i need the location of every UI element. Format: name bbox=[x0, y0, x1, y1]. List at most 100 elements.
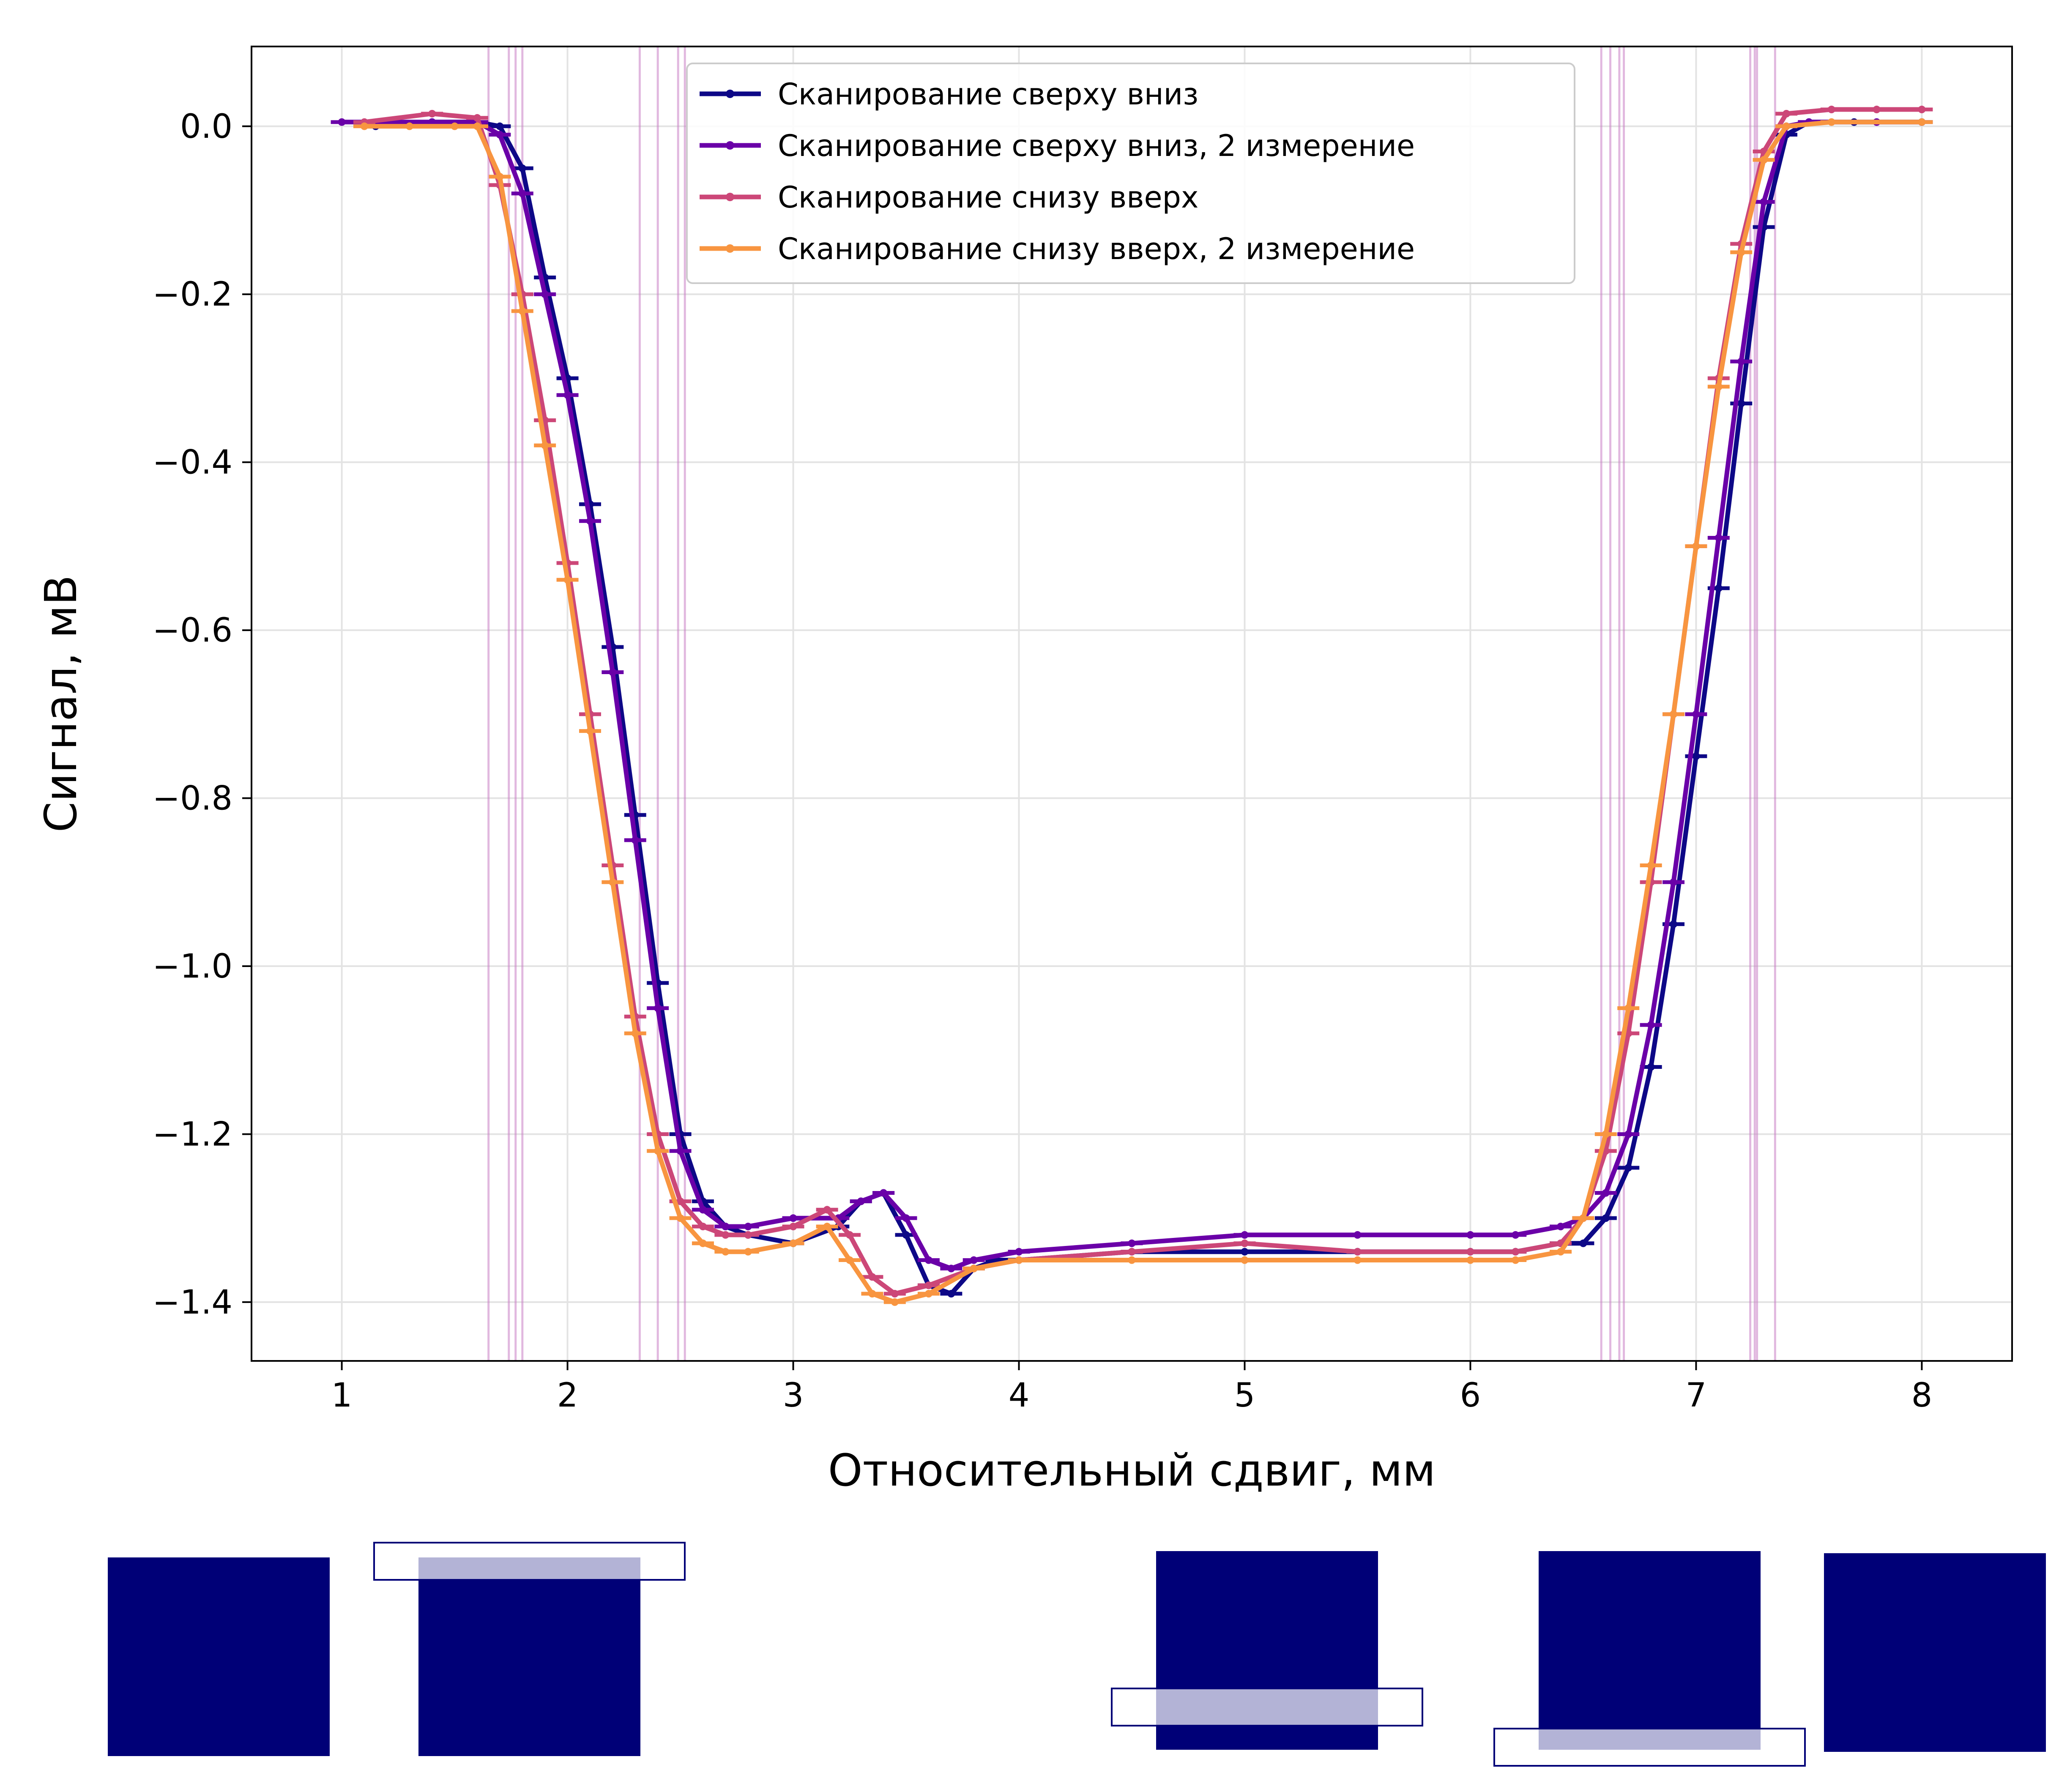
legend: Сканирование сверху вниз Сканирование све… bbox=[686, 63, 1575, 284]
data-point bbox=[722, 1248, 730, 1256]
y-tick-label: −1.4 bbox=[153, 1284, 232, 1322]
y-tick-label: −0.2 bbox=[153, 276, 232, 314]
data-point bbox=[1624, 1164, 1632, 1172]
data-point bbox=[789, 1214, 797, 1222]
data-point bbox=[1647, 1021, 1655, 1029]
x-tick-label: 2 bbox=[557, 1377, 578, 1415]
data-point bbox=[1692, 542, 1700, 550]
data-point bbox=[823, 1206, 831, 1214]
data-point bbox=[1512, 1256, 1520, 1264]
data-point bbox=[1015, 1248, 1023, 1256]
data-point bbox=[823, 1223, 831, 1231]
data-point bbox=[1602, 1130, 1610, 1138]
data-point bbox=[586, 517, 594, 525]
legend-marker bbox=[726, 244, 734, 253]
data-point bbox=[405, 122, 413, 130]
y-tick-label: −1.0 bbox=[153, 948, 232, 986]
data-point bbox=[1827, 118, 1835, 126]
x-tick-label: 6 bbox=[1460, 1377, 1481, 1415]
data-point bbox=[722, 1223, 730, 1231]
data-point bbox=[924, 1281, 932, 1289]
data-point bbox=[1466, 1231, 1474, 1239]
legend-label: Сканирование снизу вверх, 2 измерение bbox=[778, 232, 1415, 266]
legend-entry: Сканирование сверху вниз, 2 измерение bbox=[700, 128, 1415, 163]
data-point bbox=[1241, 1248, 1249, 1256]
legend-label: Сканирование сверху вниз, 2 измерение bbox=[778, 128, 1415, 163]
y-tick-label: −0.6 bbox=[153, 612, 232, 650]
data-point bbox=[1128, 1256, 1136, 1264]
data-point bbox=[868, 1290, 876, 1298]
schematic-scan-strip bbox=[1493, 1728, 1806, 1767]
schematic-block bbox=[1824, 1553, 2046, 1752]
data-point bbox=[1737, 399, 1745, 407]
data-point bbox=[902, 1214, 910, 1222]
data-point bbox=[868, 1273, 876, 1281]
series-2 bbox=[331, 118, 1933, 1273]
plot-frame bbox=[251, 46, 2013, 1362]
schematic-block-3 bbox=[1111, 1551, 1423, 1750]
data-point bbox=[586, 727, 594, 735]
series-4 bbox=[353, 118, 1933, 1306]
scan-schematics bbox=[108, 1542, 2046, 1767]
data-point bbox=[518, 189, 526, 197]
data-point bbox=[541, 290, 549, 298]
series-line bbox=[373, 120, 1924, 1296]
data-point bbox=[789, 1239, 797, 1247]
data-point bbox=[970, 1256, 978, 1264]
data-point bbox=[676, 1197, 684, 1205]
data-point bbox=[1512, 1248, 1520, 1256]
data-point bbox=[518, 164, 526, 172]
data-point bbox=[496, 173, 504, 181]
data-point bbox=[360, 122, 368, 130]
data-point bbox=[609, 878, 617, 886]
series-line bbox=[339, 120, 1924, 1271]
data-point bbox=[1783, 122, 1791, 130]
data-point bbox=[676, 1214, 684, 1222]
data-point bbox=[846, 1231, 854, 1239]
data-point bbox=[1647, 861, 1655, 869]
x-tick-label: 4 bbox=[1009, 1377, 1030, 1415]
data-point bbox=[744, 1223, 752, 1231]
data-point bbox=[654, 1004, 662, 1012]
data-point bbox=[451, 122, 459, 130]
data-point bbox=[654, 1147, 662, 1155]
data-point bbox=[1557, 1248, 1565, 1256]
schematic-block-1 bbox=[108, 1557, 330, 1756]
y-tick-label: 0.0 bbox=[180, 108, 232, 146]
schematic-block bbox=[418, 1557, 640, 1756]
legend-entry: Сканирование снизу вверх bbox=[700, 180, 1198, 215]
series-line bbox=[362, 107, 1924, 1296]
data-point bbox=[1918, 106, 1926, 114]
y-tick-label: −0.8 bbox=[153, 780, 232, 818]
data-point bbox=[1647, 1063, 1655, 1071]
data-point bbox=[699, 1239, 707, 1247]
data-point bbox=[1241, 1256, 1249, 1264]
data-point bbox=[1128, 1248, 1136, 1256]
data-point bbox=[1602, 1214, 1610, 1222]
data-point bbox=[1873, 106, 1881, 114]
schematic-overlap bbox=[1156, 1688, 1378, 1726]
data-point bbox=[1624, 1004, 1632, 1012]
data-point bbox=[1670, 878, 1678, 886]
x-tick-label: 3 bbox=[783, 1377, 804, 1415]
data-point bbox=[473, 122, 481, 130]
legend-label: Сканирование снизу вверх bbox=[778, 180, 1198, 215]
schematic-overlap bbox=[418, 1557, 640, 1580]
data-point bbox=[1128, 1239, 1136, 1247]
data-point bbox=[744, 1248, 752, 1256]
data-point bbox=[563, 576, 571, 584]
y-axis-label: Сигнал, мВ bbox=[35, 575, 87, 833]
data-point bbox=[1670, 920, 1678, 928]
x-tick-label: 8 bbox=[1911, 1377, 1933, 1415]
data-point bbox=[428, 109, 436, 117]
data-point bbox=[1512, 1231, 1520, 1239]
data-point bbox=[1760, 198, 1768, 206]
y-tick-label: −0.4 bbox=[153, 444, 232, 482]
legend-marker bbox=[726, 193, 734, 201]
legend-entry: Сканирование снизу вверх, 2 измерение bbox=[700, 232, 1415, 266]
data-point bbox=[1579, 1239, 1587, 1247]
legend-box bbox=[686, 63, 1575, 284]
data-point bbox=[699, 1206, 707, 1214]
series-line bbox=[362, 120, 1924, 1305]
